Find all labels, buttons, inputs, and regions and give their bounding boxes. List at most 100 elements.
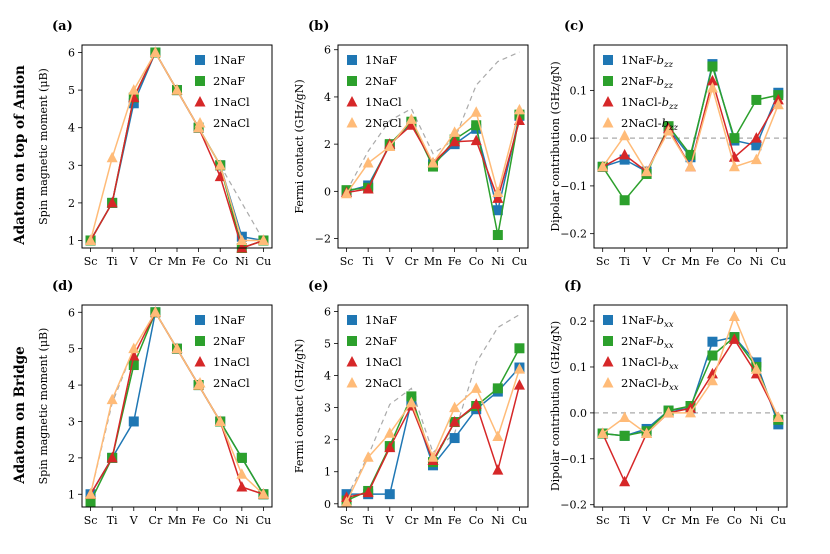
data-point [171,342,183,354]
legend-label: 1NaCl [213,95,250,109]
y-tick-label: 5 [324,337,331,350]
x-tick-label: Sc [340,255,354,268]
plot-frame [81,44,273,249]
legend-label: 2NaF [365,334,397,348]
y-tick-label: 2 [324,434,331,447]
data-point [750,153,762,165]
x-tick-label: Mn [168,514,186,527]
legend-marker [194,117,206,128]
y-tick-label: 3 [68,415,75,428]
data-point [341,496,353,507]
y-tick-label: 0.0 [570,407,588,420]
x-tick-label: Sc [84,514,98,527]
x-tick-label: Fe [706,514,720,527]
data-point [405,396,417,408]
x-tick-label: Cu [512,255,528,268]
y-axis-label: Fermi contact (GHz/gN) [293,339,306,473]
x-tick-label: V [642,255,652,268]
y-tick-label: 4 [68,379,75,392]
y-tick-label: 2 [68,452,75,465]
data-point [449,135,461,147]
legend-marker [346,117,358,128]
data-point [384,427,396,438]
data-point [750,132,762,143]
legend-marker [346,96,358,107]
data-point [449,126,461,137]
y-tick-label: 1 [68,234,75,247]
y-tick-label: 6 [68,306,75,319]
x-tick-label: Co [213,255,228,268]
y-axis-label: Spin magnetic moment (μB) [37,68,50,225]
data-point [492,430,504,441]
legend-label: 2NaF [365,74,397,88]
data-point [470,106,482,117]
x-tick-label: Cu [771,255,787,268]
data-point [236,234,248,245]
data-point [751,94,762,105]
data-point [706,81,718,93]
data-point [597,427,609,439]
data-point [619,129,631,141]
data-point [214,415,226,426]
y-axis-label: Dipolar contribution (GHz/gN) [549,61,562,231]
x-tick-label: Sc [340,514,354,527]
data-point [384,441,396,453]
x-tick-label: Ti [107,514,118,527]
x-tick-label: Sc [84,255,98,268]
x-tick-label: Co [469,255,484,268]
x-tick-label: Co [727,514,742,527]
data-point [772,98,784,110]
y-tick-label: 0.1 [570,361,588,374]
plot-frame [337,44,529,249]
data-point [449,416,461,427]
y-tick-label: −0.2 [560,228,587,241]
legend-marker [603,55,613,65]
x-tick-label: Sc [596,514,610,527]
legend: 1NaF 2NaF 1NaCl 2NaCl [194,53,250,130]
y-tick-label: 1 [324,466,331,479]
data-point [750,363,762,374]
legend-marker [195,336,205,346]
data-point [384,140,396,151]
data-point [128,98,139,109]
data-point [728,310,740,321]
data-point [513,103,525,115]
x-tick-label: Fe [448,255,462,268]
panel-f: −0.2 −0.1 0.0 0.1 0.2 Sc Ti V Cr Mn Fe Co Ni Cu Dipola… [549,279,788,527]
data-point [470,134,482,146]
data-point [706,374,718,386]
x-tick-label: Mn [681,255,699,268]
panel-b: −2 0 2 4 6 Sc Ti V Cr Mn Fe Co Ni Cu Fermi contact (GH… [293,19,529,268]
data-point [492,383,503,394]
panel-label: (e) [308,279,329,294]
x-tick-label: Mn [424,514,442,527]
y-axis-label: Fermi contact (GHz/gN) [293,79,306,213]
legend-marker [602,356,614,367]
legend-label: 1NaCl [365,95,402,109]
x-tick-label: Cu [256,255,272,268]
data-point [728,160,740,172]
y-tick-label: 0.1 [570,84,588,97]
data-point [685,149,696,160]
data-point [214,170,226,182]
y-tick-label: 3 [324,402,331,415]
y-tick-label: 6 [324,44,331,57]
y-tick-label: 5 [68,343,75,356]
series-2NaCl-bzz [597,81,784,177]
data-point [492,205,503,216]
data-point [492,186,504,198]
x-tick-label: Co [469,514,484,527]
x-tick-label: Cu [771,514,787,527]
panel-a: 1 2 3 4 5 6 Sc Ti V Cr Mn Fe Co Ni Cu Spin magnetic mom… [37,19,273,268]
y-tick-label: 0 [324,498,331,511]
legend-marker [194,356,206,367]
x-tick-label: Fe [448,514,462,527]
data-point [619,430,630,441]
data-point [427,157,439,168]
reference-curve [346,314,520,498]
y-tick-label: 2 [324,138,331,151]
data-point [362,182,374,194]
data-point [492,464,504,475]
y-tick-label: −0.2 [560,499,587,512]
